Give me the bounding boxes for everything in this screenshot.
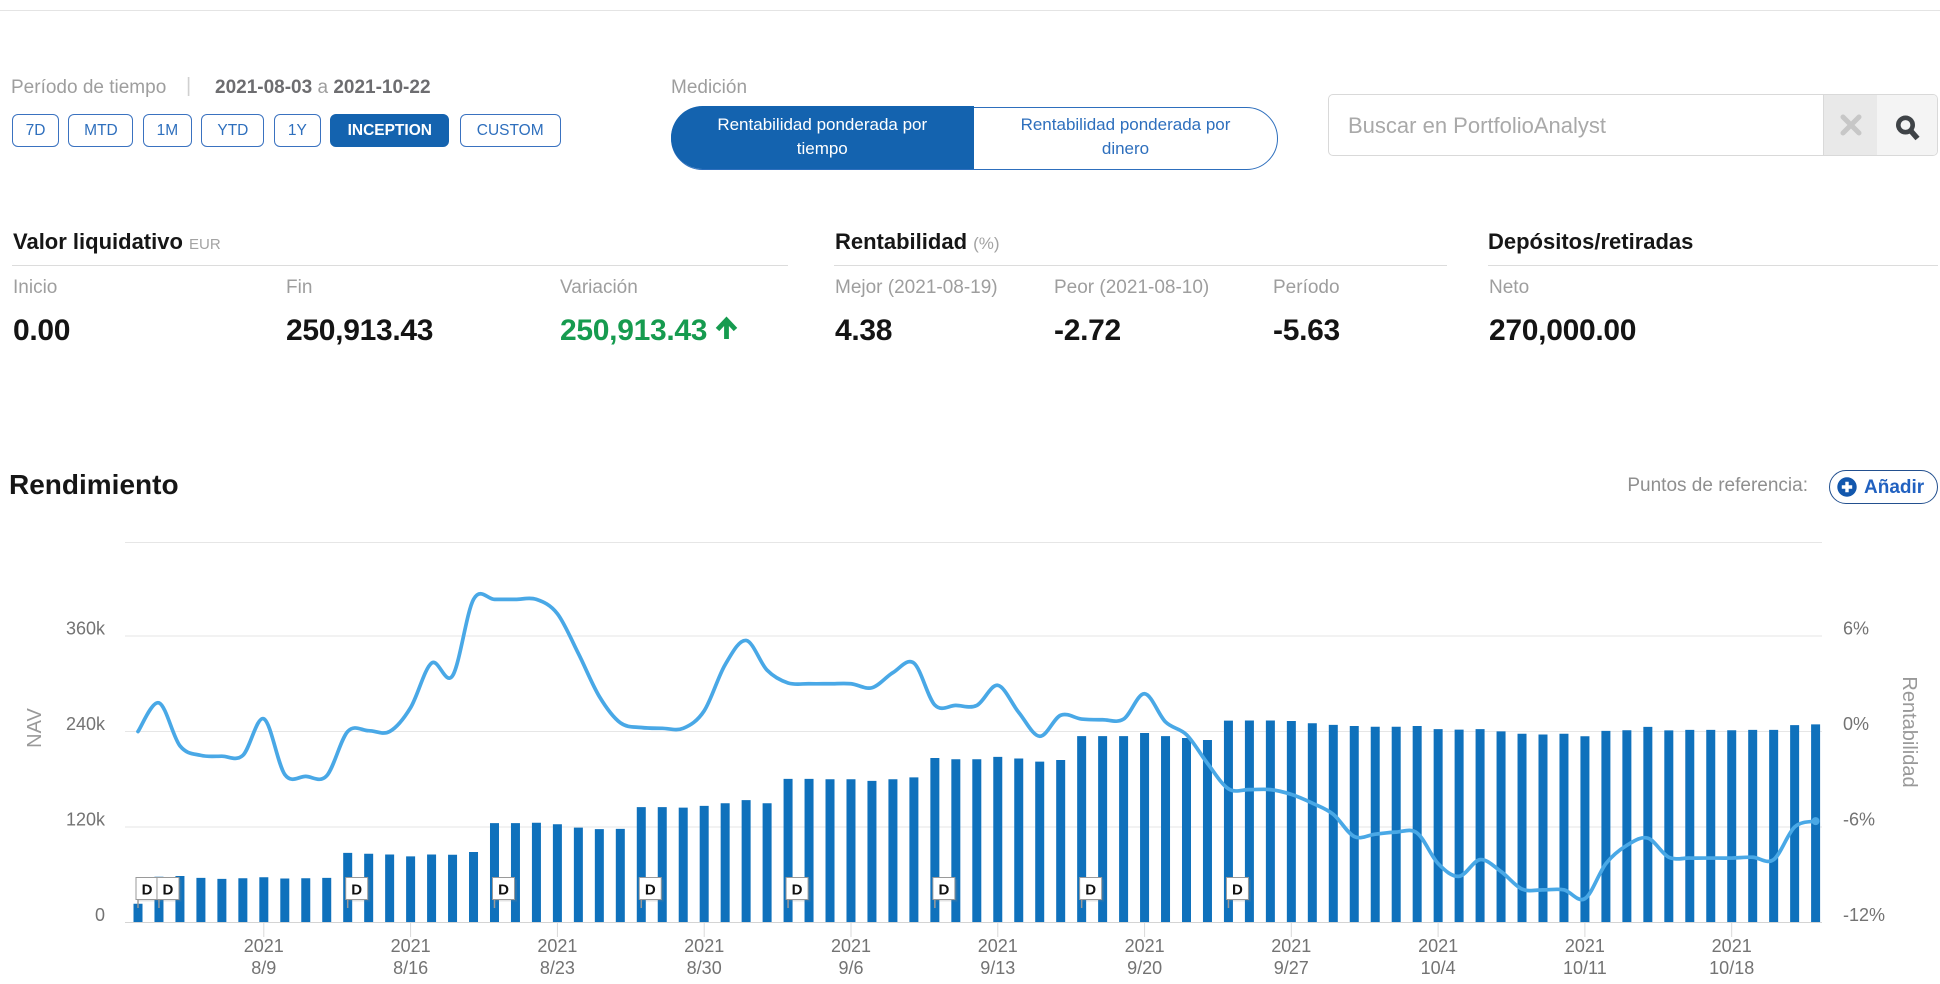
svg-text:6%: 6% xyxy=(1843,619,1869,639)
svg-text:8/16: 8/16 xyxy=(393,958,428,978)
svg-text:2021: 2021 xyxy=(1271,936,1311,956)
svg-text:-6%: -6% xyxy=(1843,810,1875,830)
svg-text:D: D xyxy=(645,882,656,899)
svg-text:2021: 2021 xyxy=(244,936,284,956)
svg-text:10/18: 10/18 xyxy=(1709,958,1754,978)
svg-text:2021: 2021 xyxy=(391,936,431,956)
svg-text:10/4: 10/4 xyxy=(1421,958,1456,978)
svg-text:9/13: 9/13 xyxy=(980,958,1015,978)
svg-text:240k: 240k xyxy=(66,714,106,734)
svg-text:0%: 0% xyxy=(1843,714,1869,734)
svg-text:9/6: 9/6 xyxy=(838,958,863,978)
svg-text:2021: 2021 xyxy=(1565,936,1605,956)
svg-text:2021: 2021 xyxy=(1712,936,1752,956)
svg-text:0: 0 xyxy=(95,905,105,925)
svg-text:2021: 2021 xyxy=(978,936,1018,956)
svg-text:D: D xyxy=(938,882,949,899)
svg-text:2021: 2021 xyxy=(684,936,724,956)
svg-text:2021: 2021 xyxy=(1125,936,1165,956)
svg-text:D: D xyxy=(498,882,509,899)
svg-text:8/30: 8/30 xyxy=(687,958,722,978)
svg-text:2021: 2021 xyxy=(1418,936,1458,956)
svg-text:2021: 2021 xyxy=(831,936,871,956)
svg-text:8/9: 8/9 xyxy=(251,958,276,978)
svg-text:D: D xyxy=(1085,882,1096,899)
svg-text:NAV: NAV xyxy=(24,708,46,748)
svg-text:D: D xyxy=(792,882,803,899)
svg-text:360k: 360k xyxy=(66,619,106,639)
svg-text:9/20: 9/20 xyxy=(1127,958,1162,978)
svg-text:-12%: -12% xyxy=(1843,905,1885,925)
svg-text:Rentabilidad: Rentabilidad xyxy=(1898,676,1920,787)
svg-text:D: D xyxy=(163,882,174,899)
svg-text:D: D xyxy=(142,882,153,899)
svg-text:9/27: 9/27 xyxy=(1274,958,1309,978)
svg-text:8/23: 8/23 xyxy=(540,958,575,978)
svg-text:120k: 120k xyxy=(66,810,106,830)
svg-text:D: D xyxy=(1232,882,1243,899)
svg-text:10/11: 10/11 xyxy=(1563,958,1607,978)
svg-text:2021: 2021 xyxy=(537,936,577,956)
svg-text:D: D xyxy=(351,882,362,899)
